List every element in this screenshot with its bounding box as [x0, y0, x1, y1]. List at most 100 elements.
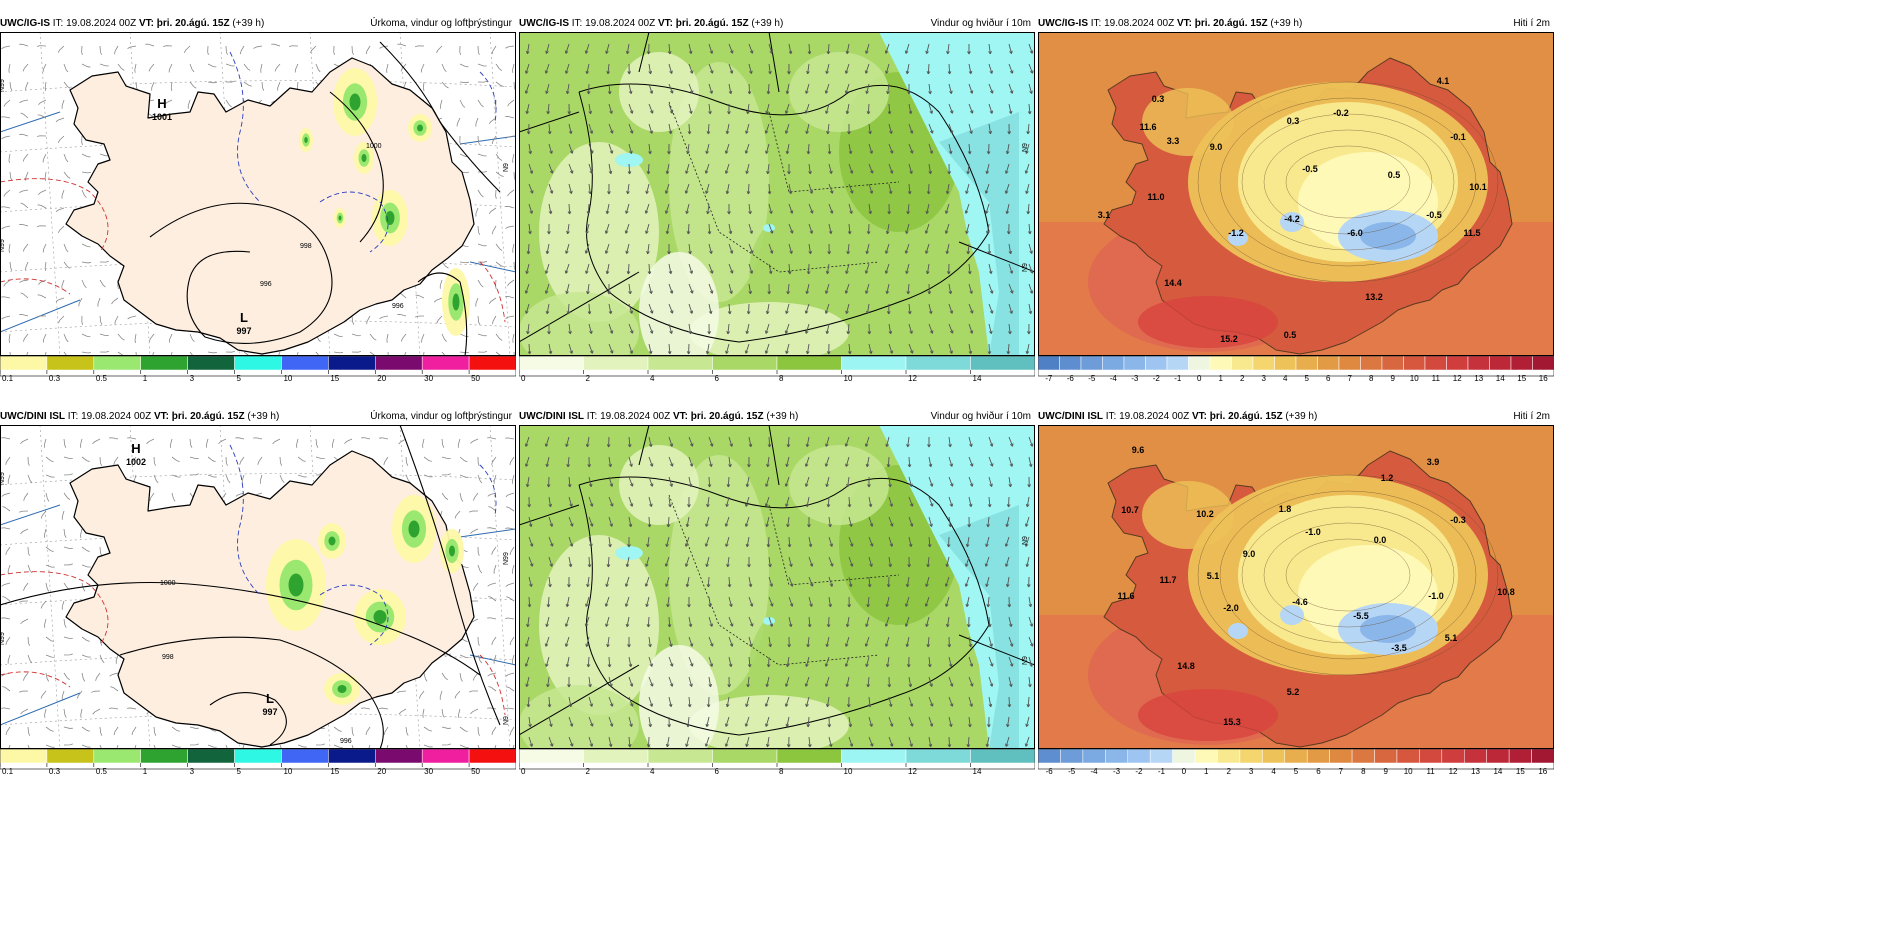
legend-swatch [328, 749, 376, 764]
init-time: 19.08.2024 00Z [597, 411, 671, 422]
legend-tick: 0.3 [49, 374, 61, 383]
it-label: IT: [1088, 18, 1102, 29]
legend-tick: 12 [908, 374, 917, 383]
legend-tick: 2 [1240, 374, 1245, 383]
temperature-value: -0.2 [1333, 108, 1349, 118]
legend-swatch [1239, 749, 1263, 764]
legend-swatch [0, 749, 48, 764]
legend-swatch [1194, 749, 1218, 764]
lead-time: (+39 h) [763, 411, 799, 422]
legend-tick: 9 [1391, 374, 1396, 383]
legend-swatch [1252, 356, 1275, 371]
legend-tick: 20 [377, 767, 386, 776]
legend-tick: 1 [143, 767, 148, 776]
isobar-label: 1000 [160, 580, 176, 587]
panel-wind-dini: UWC/DINI ISL IT: 19.08.2024 00Z VT: þri.… [519, 409, 1035, 781]
map-area: H 1002 L 997 1000 998 996 N99 N99 N99 N9 [0, 425, 516, 749]
valid-time: þri. 20.ágú. 15Z [168, 411, 245, 422]
legend-tick: 2 [586, 767, 591, 776]
lead-time: (+39 h) [229, 18, 265, 29]
graticule-label: N99 [503, 552, 510, 565]
legend-tick: 2 [586, 374, 591, 383]
legend-swatch [281, 356, 329, 371]
isobar-label: 998 [162, 654, 174, 661]
legend-tick: 7 [1348, 374, 1353, 383]
legend-tick: 0.1 [2, 374, 14, 383]
panel-temp-dini: UWC/DINI ISL IT: 19.08.2024 00Z VT: þri.… [1038, 409, 1554, 781]
legend-swatch [1317, 356, 1340, 371]
legend-swatch [1381, 356, 1404, 371]
legend-swatch [93, 749, 141, 764]
legend-swatch [1441, 749, 1465, 764]
legend-tick: 8 [1369, 374, 1374, 383]
isobar-label: 996 [260, 281, 272, 288]
legend-swatch [140, 749, 188, 764]
model-label: UWC/DINI ISL [1038, 411, 1103, 422]
high-pressure-marker: H [131, 441, 140, 456]
temperature-value: 14.4 [1164, 278, 1182, 288]
lead-time: (+39 h) [748, 18, 784, 29]
graticule-label: N9 [503, 163, 510, 172]
color-legend: -6 -5 -4 -3 -2 -1 0 1 2 3 4 5 6 7 8 9 10 11 12 13 14 15 16 [1038, 749, 1554, 781]
panel-header: UWC/DINI ISL IT: 19.08.2024 00Z VT: þri.… [519, 409, 1035, 425]
legend-swatch [1166, 356, 1189, 371]
legend-swatch [468, 356, 516, 371]
legend-tick: 15 [330, 767, 339, 776]
legend-tick: 6 [1316, 767, 1321, 776]
legend-tick: 14 [973, 374, 982, 383]
legend-swatch [1105, 749, 1128, 764]
map-area: 9.6 3.9 10.7 10.2 1.8 1.2 -1.0 -0.3 9.0 0.0 5.1 11.… [1038, 425, 1554, 749]
lead-time: (+39 h) [1267, 18, 1303, 29]
legend-swatch [647, 356, 713, 371]
legend-tick: -4 [1091, 767, 1099, 776]
legend-tick: 1 [143, 374, 148, 383]
legend-tick: 0.5 [96, 374, 108, 383]
legend-tick: 5 [237, 767, 242, 776]
legend-swatch [1231, 356, 1254, 371]
graticule-label: N9 [1022, 143, 1029, 152]
legend-swatch [970, 356, 1035, 371]
legend-swatch [1467, 356, 1490, 371]
valid-time: þri. 20.ágú. 15Z [687, 411, 764, 422]
isobar-label: 996 [392, 303, 404, 310]
legend-tick: 6 [715, 767, 720, 776]
temperature-value: 10.2 [1196, 509, 1214, 519]
legend-swatch [583, 356, 649, 371]
legend-tick: 16 [1539, 374, 1548, 383]
legend-tick: 20 [377, 374, 386, 383]
vt-label: VT: [670, 411, 688, 422]
panel-header: UWC/DINI ISL IT: 19.08.2024 00Z VT: þri.… [0, 409, 516, 425]
low-pressure-value: 997 [262, 707, 277, 717]
legend-tick: 4 [1283, 374, 1288, 383]
legend-tick: 14 [1496, 374, 1505, 383]
legend-tick: 50 [471, 374, 480, 383]
color-legend: 0.1 0.3 0.5 1 3 5 10 15 20 30 50 [0, 749, 516, 781]
map-area: H 1001 L 997 1000 996 996 998 N99 N9 N99 [0, 32, 516, 356]
legend-swatch [187, 749, 235, 764]
legend-swatch [519, 356, 584, 371]
temperature-value: 0.3 [1152, 94, 1165, 104]
legend-tick: 5 [237, 374, 242, 383]
temperature-value: 3.1 [1098, 210, 1111, 220]
legend-swatch [1532, 356, 1554, 371]
legend-swatch [712, 749, 778, 764]
legend-swatch [0, 356, 48, 371]
legend-swatch [1351, 749, 1375, 764]
temperature-value: 15.3 [1223, 717, 1241, 727]
legend-swatch [776, 749, 842, 764]
legend-tick: 11 [1432, 374, 1441, 383]
legend-swatch [281, 749, 329, 764]
temperature-value: -0.5 [1426, 210, 1442, 220]
panel-title: Vindur og hviður í 10m [930, 18, 1031, 29]
temperature-value: 11.6 [1139, 122, 1156, 132]
legend-tick: 13 [1474, 374, 1483, 383]
valid-time: þri. 20.ágú. 15Z [1191, 18, 1268, 29]
graticule-label: N9 [503, 716, 510, 725]
isobar-label: 1000 [366, 143, 382, 150]
temperature-value: 3.3 [1167, 136, 1180, 146]
map-area: N9 N9 [519, 32, 1035, 356]
legend-tick: 4 [1271, 767, 1276, 776]
legend-tick: 10 [844, 767, 853, 776]
legend-tick: -2 [1153, 374, 1161, 383]
legend-tick: 8 [1361, 767, 1366, 776]
